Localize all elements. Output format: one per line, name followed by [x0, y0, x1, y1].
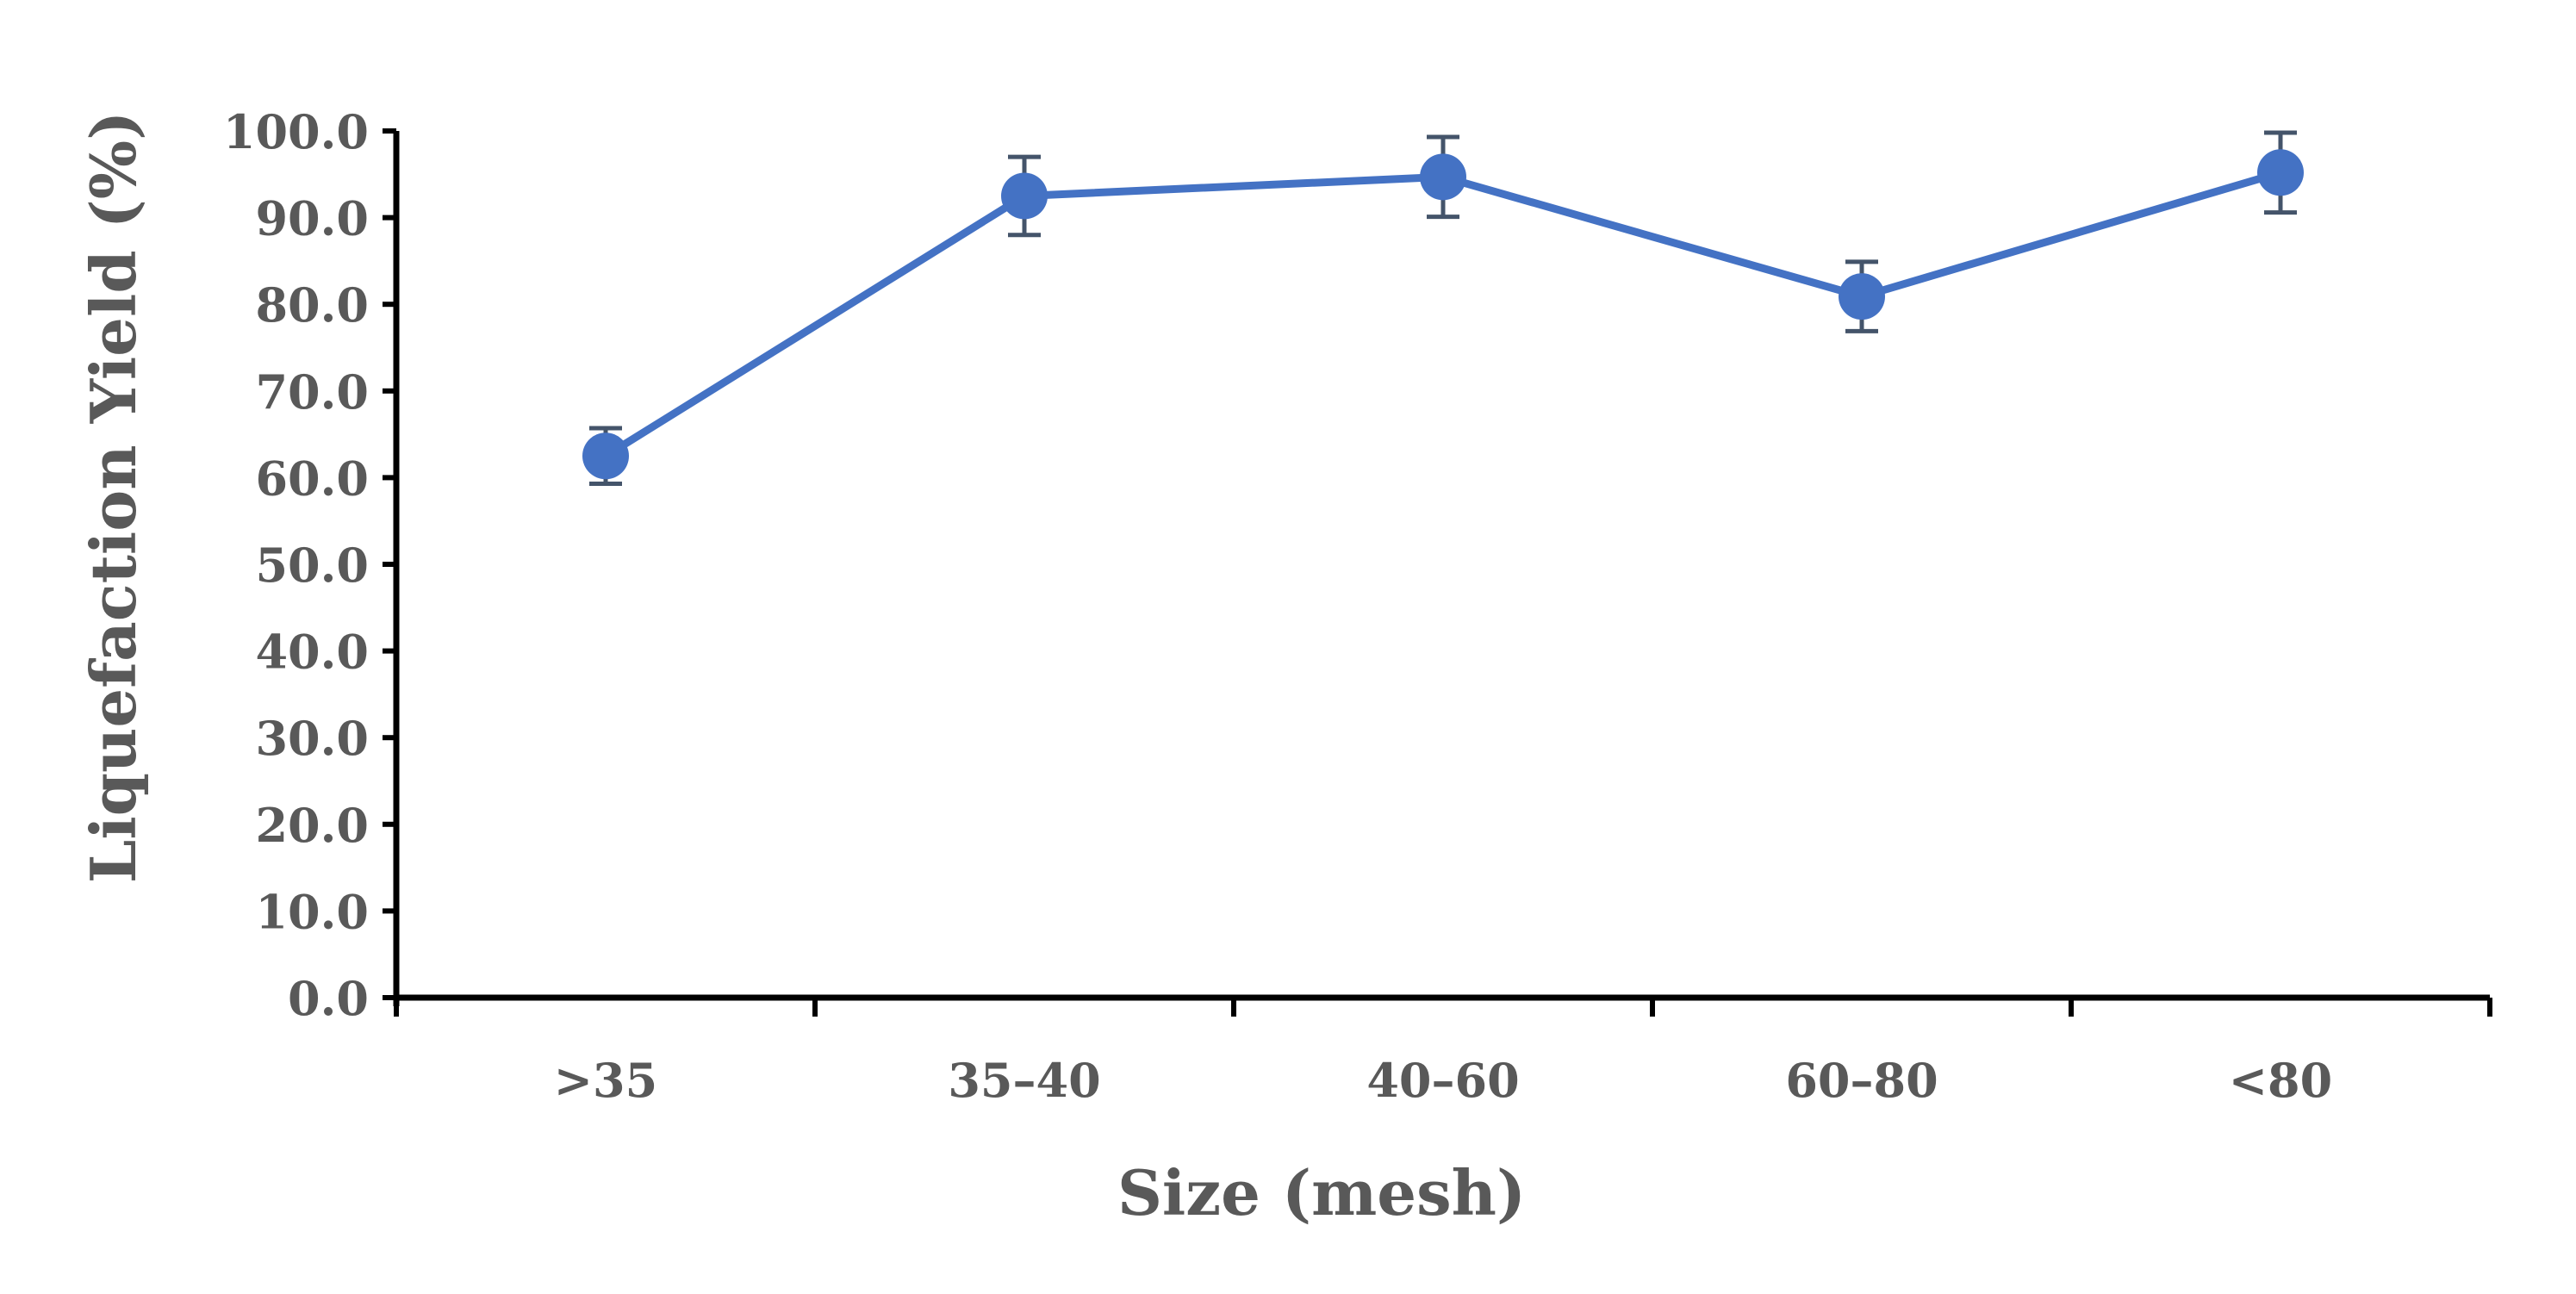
y-tick-label: 100.0	[223, 104, 369, 159]
x-tick-label: <80	[2229, 1053, 2332, 1108]
y-tick-label: 20.0	[255, 798, 369, 853]
y-tick-label: 70.0	[255, 364, 369, 420]
axes	[393, 131, 2490, 1006]
y-tick-label: 0.0	[288, 971, 369, 1026]
data-point	[1839, 273, 1885, 320]
y-axis-title: Liquefaction Yield (%)	[77, 111, 150, 884]
series-group	[582, 130, 2304, 486]
y-axis-ticks: 0.0 10.0 20.0 30.0 40.0 50.0 60.0 70.0 80.0 90.0 1…	[223, 104, 396, 1026]
x-tick-label: 60–80	[1785, 1053, 1938, 1108]
y-tick-label: 90.0	[255, 191, 369, 246]
x-tick-label: 40–60	[1366, 1053, 1519, 1108]
data-point	[1420, 153, 1466, 201]
data-point	[2257, 149, 2304, 196]
y-tick-label: 40.0	[255, 625, 369, 680]
x-tick-label: >35	[554, 1053, 657, 1108]
x-axis-title: Size (mesh)	[1117, 1156, 1526, 1229]
y-tick-label: 10.0	[255, 884, 369, 939]
x-axis-ticks: >35 35–40 40–60 60–80 <80	[394, 998, 2492, 1108]
y-tick-label: 60.0	[255, 451, 369, 506]
y-tick-label: 80.0	[255, 277, 369, 333]
x-tick-label: 35–40	[948, 1053, 1100, 1108]
y-tick-label: 50.0	[255, 538, 369, 593]
data-point	[1001, 172, 1048, 220]
y-tick-label: 30.0	[255, 711, 369, 766]
data-point	[582, 432, 629, 480]
